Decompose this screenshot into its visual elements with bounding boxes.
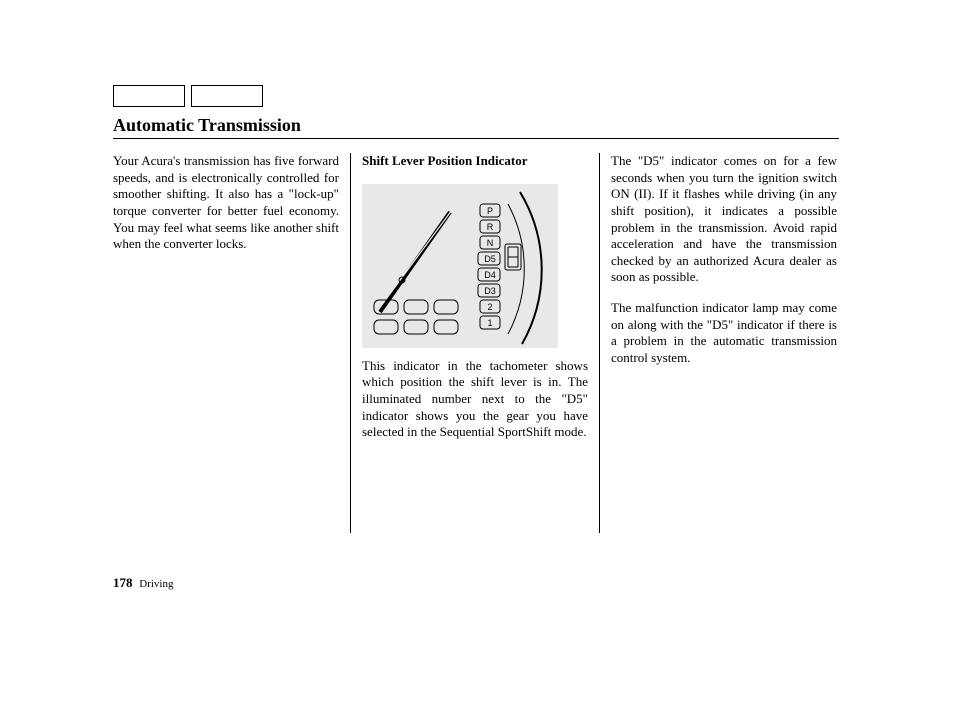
header-box <box>191 85 263 107</box>
body-paragraph: The malfunction indicator lamp may come … <box>611 300 837 367</box>
header-placeholder-boxes <box>113 85 839 107</box>
page-footer: 178 Driving <box>113 575 173 591</box>
svg-text:2: 2 <box>487 302 492 312</box>
column-1: Your Acura's transmission has five forwa… <box>113 153 339 533</box>
shift-indicator-figure: PRN D5 D4 D3 2 1 <box>362 184 558 348</box>
subheading: Shift Lever Position Indicator <box>362 153 588 170</box>
column-divider <box>599 153 600 533</box>
column-divider <box>350 153 351 533</box>
svg-text:D4: D4 <box>484 270 496 280</box>
svg-text:D5: D5 <box>484 254 496 264</box>
content-columns: Your Acura's transmission has five forwa… <box>113 153 839 533</box>
body-paragraph: Your Acura's transmission has five forwa… <box>113 153 339 253</box>
svg-text:D3: D3 <box>484 286 496 296</box>
svg-text:N: N <box>487 238 494 248</box>
page-title: Automatic Transmission <box>113 115 839 136</box>
body-paragraph: The "D5" indicator comes on for a few se… <box>611 153 837 286</box>
column-3: The "D5" indicator comes on for a few se… <box>611 153 837 533</box>
svg-text:P: P <box>487 206 493 216</box>
column-2: Shift Lever Position Indicator <box>362 153 588 533</box>
page-number: 178 <box>113 575 133 590</box>
body-paragraph: This indicator in the tachometer shows w… <box>362 358 588 441</box>
manual-page: Automatic Transmission Your Acura's tran… <box>113 85 839 533</box>
svg-text:1: 1 <box>487 318 492 328</box>
header-box <box>113 85 185 107</box>
svg-text:R: R <box>487 222 494 232</box>
footer-section: Driving <box>139 578 173 590</box>
title-rule <box>113 138 839 139</box>
gauge-illustration: PRN D5 D4 D3 2 1 <box>362 184 558 348</box>
